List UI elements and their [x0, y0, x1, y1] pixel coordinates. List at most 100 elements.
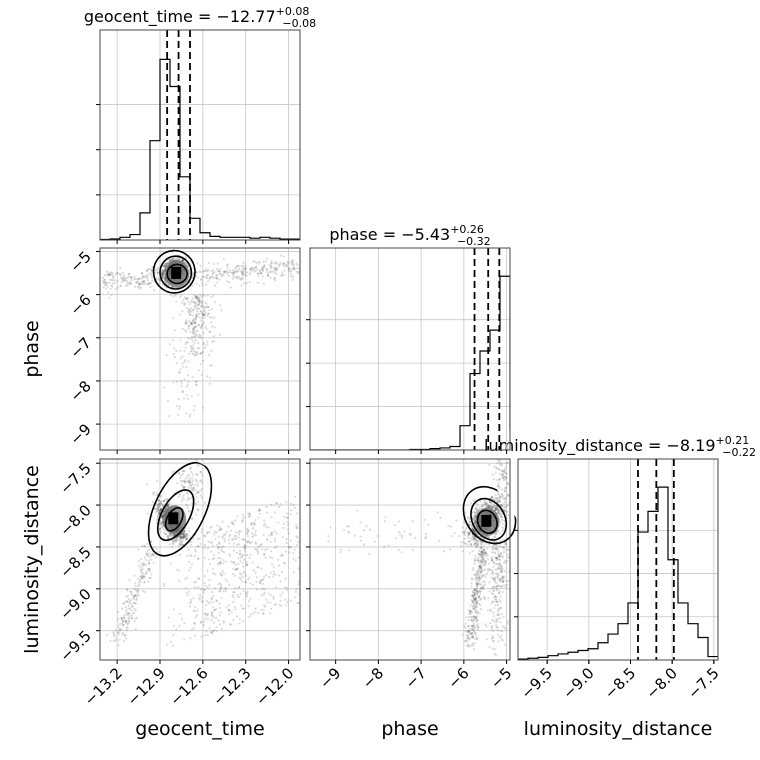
- sample-point: [187, 473, 191, 476]
- sample-point: [477, 602, 480, 606]
- sample-point: [295, 526, 298, 529]
- sample-point: [263, 264, 266, 267]
- sample-point: [185, 320, 188, 323]
- sample-point: [480, 567, 483, 570]
- sample-point: [149, 286, 152, 289]
- sample-point: [284, 604, 287, 607]
- sample-point: [480, 540, 483, 543]
- sample-point: [124, 284, 128, 287]
- sample-point: [181, 390, 185, 393]
- sample-point: [186, 298, 189, 301]
- sample-point: [265, 268, 268, 271]
- sample-point: [497, 510, 500, 513]
- sample-point: [475, 574, 478, 578]
- sample-point: [477, 540, 480, 543]
- sample-point: [160, 508, 163, 511]
- sample-point: [154, 556, 158, 559]
- sample-point: [222, 590, 225, 593]
- sample-point: [487, 562, 491, 565]
- sample-point: [272, 597, 275, 600]
- sample-point: [131, 605, 134, 608]
- sample-point: [270, 531, 273, 534]
- sample-point: [468, 520, 471, 524]
- sample-point: [245, 594, 249, 598]
- sample-point: [481, 551, 484, 554]
- sample-point: [169, 259, 172, 262]
- sample-point: [211, 572, 214, 575]
- sample-point: [135, 588, 138, 591]
- sample-point: [329, 518, 331, 520]
- sample-point: [474, 531, 477, 534]
- sample-point: [158, 528, 161, 531]
- sample-point: [241, 277, 244, 280]
- sample-point: [287, 262, 290, 265]
- sample-point: [194, 484, 197, 487]
- sample-point: [274, 537, 277, 540]
- sample-point: [135, 616, 138, 619]
- sample-point: [120, 281, 123, 284]
- sample-point: [134, 582, 137, 585]
- sample-point: [473, 597, 477, 601]
- sample-point: [178, 554, 181, 557]
- sample-point: [211, 632, 214, 635]
- sample-point: [474, 596, 478, 599]
- sample-point: [188, 272, 191, 275]
- sample-point: [181, 535, 185, 538]
- sample-point: [161, 502, 164, 506]
- sample-point: [217, 270, 220, 273]
- sample-point: [477, 596, 480, 599]
- sample-point: [119, 284, 123, 287]
- sample-point: [180, 536, 183, 540]
- sample-point: [194, 550, 197, 553]
- sample-point: [158, 504, 161, 508]
- sample-point: [304, 534, 306, 536]
- sample-point: [113, 281, 116, 284]
- sample-point: [501, 585, 504, 588]
- sample-point: [182, 535, 185, 538]
- sample-point: [265, 268, 269, 271]
- sample-point: [475, 576, 478, 579]
- sample-point: [180, 474, 183, 477]
- sample-point: [473, 511, 476, 514]
- sample-point: [481, 586, 484, 589]
- sample-point: [143, 575, 146, 578]
- sample-point: [126, 623, 129, 626]
- sample-point: [126, 594, 130, 597]
- sample-point: [196, 353, 199, 356]
- sample-point: [219, 304, 222, 307]
- sample-point: [224, 533, 227, 536]
- sample-point: [186, 297, 189, 300]
- sample-point: [476, 628, 479, 631]
- sample-point: [484, 503, 488, 506]
- sample-point: [156, 507, 159, 510]
- sample-point: [187, 493, 190, 496]
- sample-point: [240, 277, 243, 280]
- sample-point: [183, 302, 186, 305]
- sample-point: [246, 531, 249, 535]
- sample-point: [498, 512, 502, 516]
- sample-point: [206, 294, 209, 297]
- sample-point: [195, 295, 198, 298]
- sample-point: [125, 595, 128, 598]
- sample-point: [188, 477, 191, 480]
- sample-point: [204, 301, 207, 304]
- sample-point: [227, 613, 230, 616]
- sample-point: [493, 496, 496, 499]
- sample-point: [190, 600, 193, 603]
- sample-point: [482, 552, 485, 555]
- sample-point: [270, 262, 273, 265]
- sample-point: [477, 559, 480, 562]
- sample-point: [159, 279, 162, 282]
- sample-point: [160, 514, 164, 517]
- sample-point: [184, 477, 187, 480]
- sample-point: [168, 343, 172, 346]
- sample-point: [255, 549, 258, 552]
- sample-point: [197, 298, 200, 301]
- sample-point: [473, 595, 476, 598]
- sample-point: [122, 279, 125, 282]
- sample-point: [187, 310, 190, 313]
- sample-point: [182, 536, 185, 539]
- sample-point: [269, 270, 273, 273]
- sample-point: [292, 267, 295, 270]
- sample-point: [129, 590, 132, 593]
